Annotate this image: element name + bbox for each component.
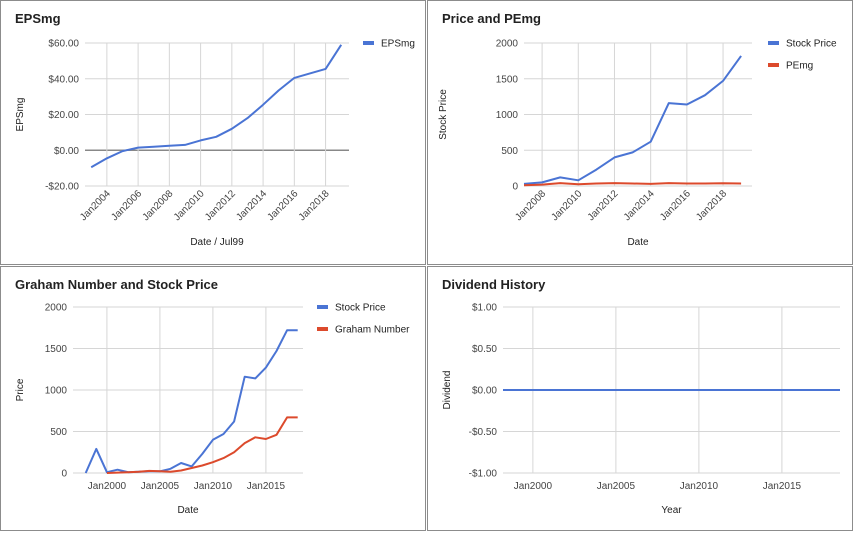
pe-y-tick-label: 500: [501, 146, 518, 157]
graham-x-tick-label: Jan2010: [194, 481, 233, 492]
eps-x-tick-label: Jan2008: [141, 188, 176, 223]
dividend-y-tick-label: -$1.00: [469, 469, 498, 480]
dividend-chart-panel: Dividend History -$1.00 -$0.50 $0.00 $0.50 $…: [427, 266, 853, 531]
eps-y-axis-title: EPSmg: [15, 98, 26, 132]
eps-chart-panel: EPSmg -$20.00 $0.00 $20.00 $40.00 $60.00 Jan2…: [0, 0, 426, 265]
eps-y-tick-label: $20.00: [48, 110, 79, 121]
price-pe-chart-panel: Price and PEmg 0 500 1000 1500 2000 Jan2008 Ja…: [427, 0, 853, 265]
eps-chart: -$20.00$0.00$20.00$40.00$60.00Jan2004Jan…: [15, 39, 415, 249]
eps-x-tick-label: Jan2016: [266, 188, 301, 223]
eps-series-line-0: [90, 44, 343, 169]
dividend-x-tick-label: Jan2000: [514, 481, 553, 492]
eps-y-tick-label: -$20.00: [45, 182, 79, 193]
eps-x-tick-label: Jan2004: [78, 188, 113, 223]
eps-y-tick-label: $60.00: [48, 39, 79, 50]
pe-y-tick-label: 2000: [496, 39, 519, 50]
eps-x-tick-label: Jan2012: [203, 188, 238, 223]
pe-y-tick-label: 1000: [496, 110, 519, 121]
graham-series-line-1: [106, 416, 298, 474]
graham-legend-swatch-0: [317, 305, 328, 309]
eps-y-tick-label: $0.00: [54, 146, 79, 157]
pe-y-tick-label: 0: [512, 182, 518, 193]
dividend-y-tick-label: $0.00: [472, 386, 497, 397]
pe-x-tick-label: Jan2008: [513, 188, 548, 223]
eps-legend-swatch-0: [363, 41, 374, 45]
pe-x-tick-label: Jan2018: [694, 188, 729, 223]
graham-legend-swatch-1: [317, 327, 328, 331]
graham-y-tick-label: 0: [61, 469, 67, 480]
pe-series-line-1: [523, 182, 742, 187]
dividend-y-tick-label: $0.50: [472, 344, 497, 355]
pe-y-axis-title: Stock Price: [438, 89, 449, 140]
graham-legend-label-0: Stock Price: [335, 303, 386, 314]
dividend-y-tick-label: $1.00: [472, 303, 497, 314]
graham-y-axis-title: Price: [15, 378, 26, 401]
dividend-chart-title: Dividend History: [442, 277, 546, 292]
dividend-y-tick-label: -$0.50: [469, 427, 498, 438]
eps-legend-label-0: EPSmg: [381, 39, 415, 50]
dividend-chart: -$1.00 -$0.50 $0.00 $0.50 $1.00 Jan2000 Jan200…: [442, 303, 840, 516]
graham-chart-title: Graham Number and Stock Price: [15, 277, 219, 292]
eps-x-axis-title: Date / Jul99: [190, 237, 244, 248]
pe-legend-swatch-0: [768, 41, 779, 45]
pe-legend-label-0: Stock Price: [786, 39, 837, 50]
dividend-x-tick-label: Jan2015: [763, 481, 802, 492]
graham-series-line-0: [84, 329, 298, 474]
pe-x-tick-label: Jan2014: [622, 188, 657, 223]
graham-x-tick-label: Jan2015: [247, 481, 286, 492]
graham-chart-panel: Graham Number and Stock Price 0 500 1000 15…: [0, 266, 426, 531]
pe-x-axis-title: Date: [627, 237, 649, 248]
graham-legend-label-1: Graham Number: [335, 325, 410, 336]
eps-y-tick-label: $40.00: [48, 74, 79, 85]
graham-x-tick-label: Jan2000: [88, 481, 127, 492]
graham-y-tick-label: 2000: [45, 303, 68, 314]
pe-series-line-0: [523, 55, 742, 185]
graham-x-tick-label: Jan2005: [141, 481, 180, 492]
pe-x-tick-label: Jan2016: [658, 188, 693, 223]
graham-y-tick-label: 1500: [45, 344, 68, 355]
graham-chart: 0 500 1000 1500 2000 Jan2000 Jan2005 Jan2010 Jan…: [15, 303, 410, 517]
dividend-x-axis-title: Year: [661, 505, 682, 516]
price-pe-chart-title: Price and PEmg: [442, 11, 541, 26]
pe-legend-swatch-1: [768, 63, 779, 67]
eps-x-tick-label: Jan2018: [297, 188, 332, 223]
eps-x-tick-label: Jan2006: [109, 188, 144, 223]
eps-chart-title: EPSmg: [15, 11, 61, 26]
dividend-y-axis-title: Dividend: [442, 371, 453, 410]
pe-y-tick-label: 1500: [496, 74, 519, 85]
graham-y-tick-label: 1000: [45, 386, 68, 397]
graham-y-tick-label: 500: [50, 427, 67, 438]
dividend-x-tick-label: Jan2010: [680, 481, 719, 492]
pe-x-tick-label: Jan2012: [586, 188, 621, 223]
graham-x-axis-title: Date: [177, 505, 199, 516]
dividend-x-tick-label: Jan2005: [597, 481, 636, 492]
pe-legend-label-1: PEmg: [786, 61, 813, 72]
pe-x-tick-label: Jan2010: [549, 188, 584, 223]
eps-x-tick-label: Jan2014: [234, 188, 269, 223]
eps-x-tick-label: Jan2010: [172, 188, 207, 223]
